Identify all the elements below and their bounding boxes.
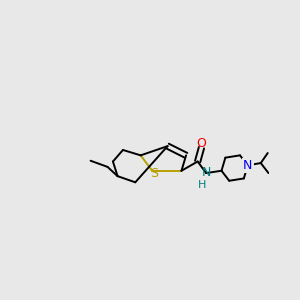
Text: O: O [196,137,206,150]
Text: N: N [201,166,211,179]
Text: S: S [150,167,158,180]
Text: H: H [198,180,206,190]
Text: N: N [243,159,252,172]
